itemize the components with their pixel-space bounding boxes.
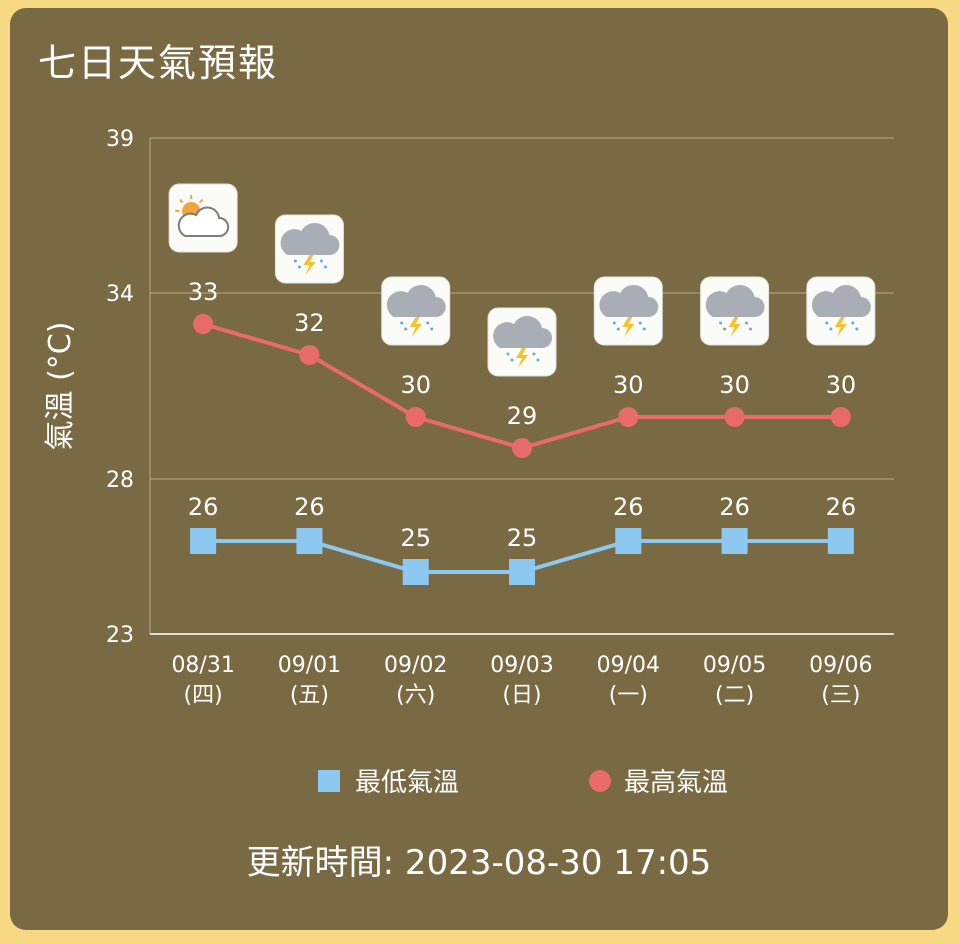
low-temp-label: 26 [613,493,644,521]
low-temp-point [509,559,535,585]
thunderstorm-icon [806,276,876,346]
x-tick-label: 09/01 [278,653,341,678]
low-temp-point [402,559,429,585]
low-temp-point [827,528,854,554]
high-temp-label: 33 [188,278,219,306]
thunderstorm-icon [274,214,344,284]
x-tick-weekday: (五) [290,683,329,708]
x-tick-weekday: (日) [502,683,541,708]
x-tick-label: 09/02 [384,653,447,678]
forecast-card: 七日天氣預報 23 28 34 39 氣溫 (°C) 08/31 (四) 09/01 (五) 09… [10,8,948,930]
thunderstorm-icon [381,276,451,346]
thunderstorm-icon [593,276,663,346]
x-tick-label: 09/03 [490,653,553,678]
x-tick-weekday: (一) [609,683,648,708]
high-temp-label: 30 [719,371,750,399]
low-temp-label: 26 [188,493,219,521]
high-temp-point [830,407,851,427]
low-temp-point [190,528,217,554]
low-temp-label: 25 [507,524,538,552]
low-temp-label: 26 [826,493,857,521]
x-tick-label: 08/31 [171,653,234,678]
update-time: 更新時間: 2023-08-30 17:05 [246,843,712,883]
x-tick-label: 09/05 [703,653,766,678]
low-temp-point [296,528,323,554]
legend-low-marker [318,770,340,792]
low-temp-label: 26 [294,493,325,521]
high-temp-point [618,407,639,427]
card-title: 七日天氣預報 [38,41,279,85]
high-temp-label: 29 [507,402,538,430]
x-tick-weekday: (六) [396,683,435,708]
legend-low-label: 最低氣溫 [355,768,459,798]
legend-high-label: 最高氣溫 [624,768,728,798]
low-temp-point [615,528,642,554]
low-temp-label: 25 [400,524,431,552]
thunderstorm-icon [700,276,770,346]
high-temp-label: 30 [613,371,644,399]
temperature-chart: 23 28 34 39 氣溫 (°C) 08/31 (四) 09/01 (五) 09/02 (六) 0… [43,127,894,798]
x-tick-weekday: (四) [184,683,223,708]
y-tick-label: 39 [106,127,134,152]
low-temp-point [721,528,748,554]
y-tick-label: 34 [106,282,134,307]
thunderstorm-icon [487,307,557,377]
x-tick-weekday: (二) [715,683,754,708]
x-tick-label: 09/06 [809,653,872,678]
high-temp-point [724,407,745,427]
high-temp-point [512,438,532,458]
y-tick-label: 23 [106,623,134,648]
legend-high-marker [589,770,611,792]
y-tick-label: 28 [106,468,134,493]
high-temp-label: 30 [400,371,431,399]
x-tick-label: 09/04 [597,653,660,678]
y-axis-title: 氣溫 (°C) [43,322,78,451]
high-temp-label: 32 [294,309,325,337]
high-temp-point [193,314,214,334]
high-temp-point [405,407,426,427]
low-temp-label: 26 [719,493,750,521]
high-temp-label: 30 [826,371,857,399]
partly-cloudy-icon [168,183,238,253]
x-tick-weekday: (三) [821,683,860,708]
high-temp-point [299,345,320,365]
